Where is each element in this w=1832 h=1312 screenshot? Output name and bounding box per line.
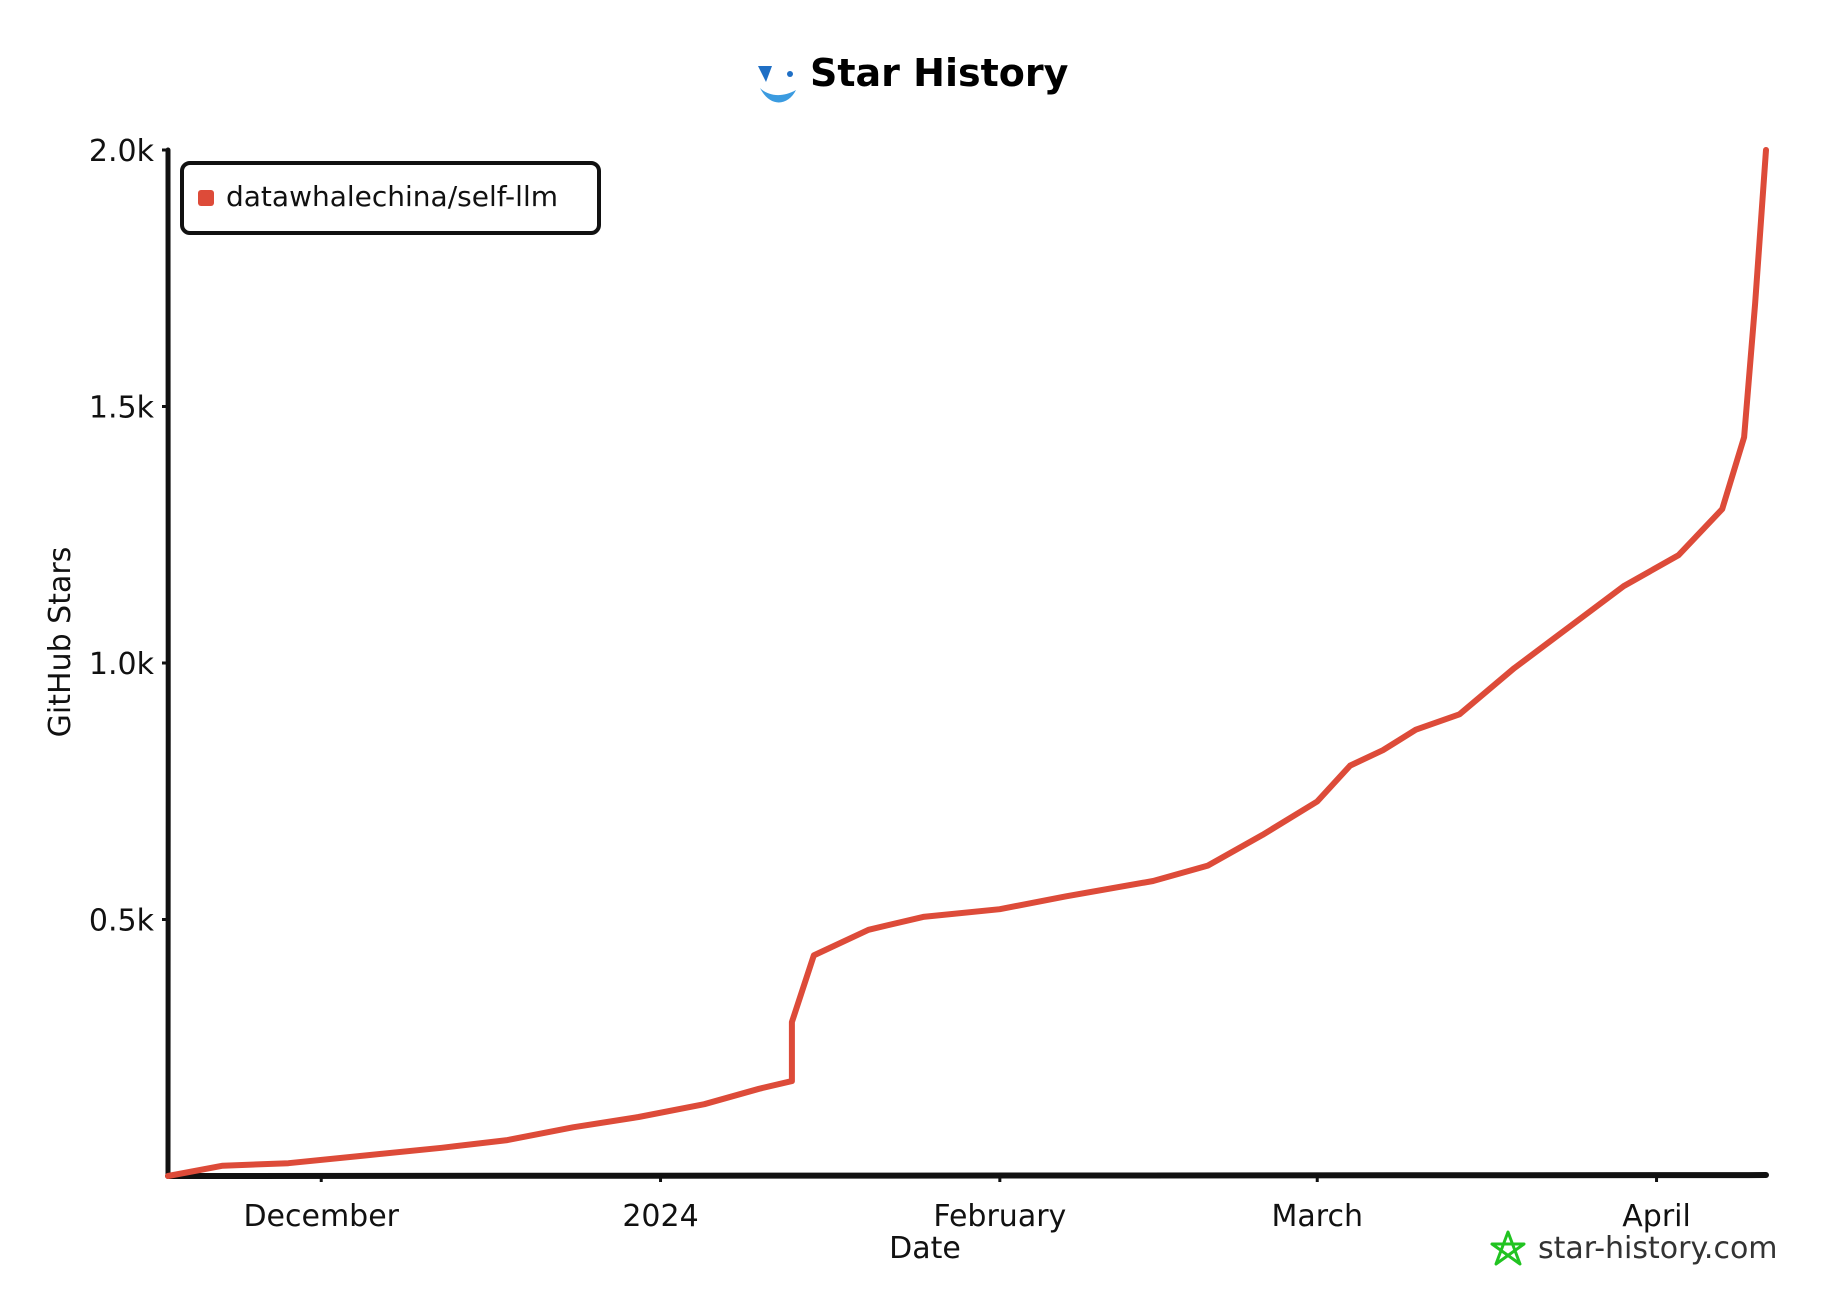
chart-title: Star History (810, 51, 1069, 95)
x-tick-label: 2024 (622, 1199, 698, 1234)
series-group (165, 147, 1769, 1179)
x-axis-label: Date (889, 1231, 961, 1266)
star-icon (1490, 1230, 1526, 1266)
watermark: star-history.com (1490, 1230, 1778, 1266)
legend-swatch (198, 190, 214, 206)
legend-series-name: datawhalechina/self-llm (226, 180, 558, 213)
x-axis-line (165, 1172, 1769, 1180)
whale-logo-icon (758, 66, 796, 103)
y-tick-label: 1.0k (89, 647, 155, 682)
axes-group (164, 147, 1769, 1180)
chart-title-group: Star History (758, 51, 1069, 103)
x-tick-label: March (1272, 1199, 1363, 1234)
legend: datawhalechina/self-llm (180, 161, 601, 235)
watermark-text: star-history.com (1538, 1231, 1778, 1266)
y-tick-label: 0.5k (89, 904, 155, 939)
y-tick-label: 2.0k (89, 134, 155, 169)
x-tick-label: April (1622, 1199, 1691, 1234)
y-tick-label: 1.5k (89, 391, 155, 426)
y-tick-labels: 0.5k 1.0k 1.5k 2.0k (89, 134, 168, 939)
x-tick-label: December (243, 1199, 399, 1234)
x-tick-labels: December 2024 February March April (243, 1176, 1691, 1234)
x-tick-label: February (933, 1199, 1066, 1234)
y-axis-line (164, 147, 172, 1179)
y-axis-label: GitHub Stars (43, 547, 78, 738)
legend-box (180, 161, 601, 235)
series-line-datawhalechina-self-llm (165, 147, 1769, 1179)
